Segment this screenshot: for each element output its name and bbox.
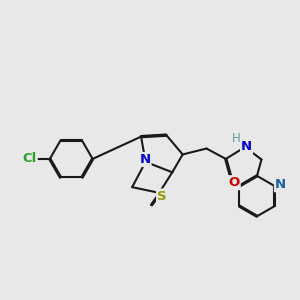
- Text: N: N: [275, 178, 286, 191]
- Text: N: N: [140, 153, 151, 166]
- Text: N: N: [241, 140, 252, 153]
- Text: S: S: [157, 190, 167, 202]
- Text: O: O: [229, 176, 240, 189]
- Text: H: H: [232, 132, 241, 145]
- Text: Cl: Cl: [22, 152, 37, 165]
